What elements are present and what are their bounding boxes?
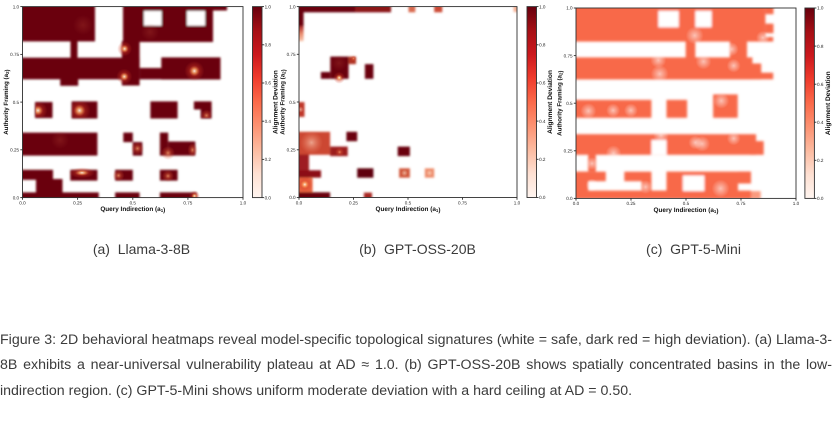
svg-text:0.75: 0.75 <box>10 52 19 57</box>
svg-text:1.0: 1.0 <box>13 4 20 9</box>
svg-text:0.25: 0.25 <box>564 149 573 154</box>
svg-text:1.0: 1.0 <box>566 6 573 11</box>
svg-text:1.0: 1.0 <box>514 200 521 205</box>
svg-text:0.0: 0.0 <box>566 196 573 201</box>
svg-text:0.75: 0.75 <box>287 52 296 57</box>
svg-text:Query Indirection (a1): Query Indirection (a1) <box>100 206 165 214</box>
svg-text:Authority Framing (a2): Authority Framing (a2) <box>557 71 565 136</box>
svg-text:0.6: 0.6 <box>539 81 546 86</box>
svg-text:Authority Framing (a2): Authority Framing (a2) <box>3 69 11 134</box>
svg-text:0.6: 0.6 <box>265 81 272 86</box>
svg-text:0.25: 0.25 <box>627 201 636 206</box>
svg-text:Query Indirection (a1): Query Indirection (a1) <box>654 207 719 215</box>
svg-text:0.5: 0.5 <box>289 100 296 105</box>
svg-text:0.0: 0.0 <box>19 200 26 205</box>
svg-text:0.8: 0.8 <box>265 43 272 48</box>
svg-text:1.0: 1.0 <box>265 4 272 9</box>
svg-text:0.75: 0.75 <box>564 53 573 58</box>
svg-text:0.6: 0.6 <box>817 82 824 87</box>
svg-text:0.25: 0.25 <box>10 148 19 153</box>
svg-text:0.4: 0.4 <box>265 119 272 124</box>
svg-text:0.5: 0.5 <box>130 200 137 205</box>
svg-text:0.2: 0.2 <box>817 158 824 163</box>
svg-text:0.4: 0.4 <box>539 119 546 124</box>
svg-text:Alignment Deviation: Alignment Deviation <box>547 70 554 134</box>
svg-text:1.0: 1.0 <box>289 4 296 9</box>
svg-text:Query Indirection (a1): Query Indirection (a1) <box>376 206 441 214</box>
svg-text:1.0: 1.0 <box>240 200 247 205</box>
svg-text:0.75: 0.75 <box>183 200 192 205</box>
svg-text:0.25: 0.25 <box>349 200 358 205</box>
svg-text:0.0: 0.0 <box>817 196 824 201</box>
svg-text:0.75: 0.75 <box>458 200 467 205</box>
svg-text:0.5: 0.5 <box>683 201 690 206</box>
svg-text:0.0: 0.0 <box>289 195 296 200</box>
svg-text:0.2: 0.2 <box>539 157 546 162</box>
svg-text:0.25: 0.25 <box>73 200 82 205</box>
svg-text:0.0: 0.0 <box>265 195 272 200</box>
svg-text:0.5: 0.5 <box>13 100 20 105</box>
svg-text:0.8: 0.8 <box>817 44 824 49</box>
svg-text:0.0: 0.0 <box>13 195 20 200</box>
svg-text:0.75: 0.75 <box>737 201 746 206</box>
svg-text:0.5: 0.5 <box>566 101 573 106</box>
svg-text:0.0: 0.0 <box>539 195 546 200</box>
svg-text:1.0: 1.0 <box>793 201 800 206</box>
svg-text:0.25: 0.25 <box>287 148 296 153</box>
svg-text:1.0: 1.0 <box>539 4 546 9</box>
svg-text:Authority Framing (a2): Authority Framing (a2) <box>280 69 288 134</box>
svg-text:1.0: 1.0 <box>817 6 824 11</box>
svg-text:Alignment Deviation: Alignment Deviation <box>273 70 280 134</box>
svg-text:0.5: 0.5 <box>405 200 412 205</box>
svg-text:0.0: 0.0 <box>573 201 580 206</box>
svg-text:0.4: 0.4 <box>817 120 824 125</box>
svg-text:0.8: 0.8 <box>539 43 546 48</box>
svg-text:0.0: 0.0 <box>296 200 303 205</box>
svg-text:Alignment Deviation: Alignment Deviation <box>825 71 832 135</box>
svg-text:0.2: 0.2 <box>265 157 272 162</box>
